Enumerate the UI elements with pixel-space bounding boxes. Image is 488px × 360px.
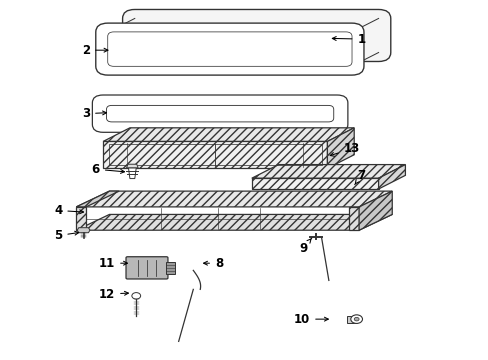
Polygon shape	[251, 165, 405, 178]
Polygon shape	[327, 128, 353, 168]
Circle shape	[353, 318, 358, 321]
Text: 9: 9	[298, 238, 311, 255]
Text: 5: 5	[54, 229, 79, 242]
Polygon shape	[103, 128, 353, 141]
FancyBboxPatch shape	[122, 9, 390, 62]
FancyBboxPatch shape	[96, 23, 363, 75]
Polygon shape	[103, 141, 327, 168]
Text: 4: 4	[54, 204, 83, 217]
Polygon shape	[126, 164, 138, 168]
FancyBboxPatch shape	[92, 95, 347, 132]
Polygon shape	[348, 207, 358, 230]
Bar	[166, 262, 175, 274]
Polygon shape	[76, 215, 391, 230]
Text: 13: 13	[329, 142, 359, 156]
FancyBboxPatch shape	[126, 257, 167, 279]
Text: 3: 3	[82, 107, 106, 120]
Polygon shape	[128, 168, 136, 179]
Text: 12: 12	[99, 288, 128, 301]
Polygon shape	[76, 207, 86, 230]
Polygon shape	[76, 191, 119, 207]
Text: 10: 10	[293, 312, 327, 326]
Polygon shape	[358, 191, 391, 230]
Polygon shape	[378, 165, 405, 189]
Circle shape	[350, 315, 362, 323]
Text: 2: 2	[82, 44, 108, 57]
Text: 11: 11	[99, 257, 127, 270]
Text: 1: 1	[332, 32, 365, 46]
Text: 8: 8	[203, 257, 223, 270]
Polygon shape	[346, 316, 355, 323]
Polygon shape	[251, 178, 378, 189]
Text: 6: 6	[91, 163, 124, 176]
Circle shape	[132, 293, 141, 299]
Text: 7: 7	[354, 169, 365, 185]
Polygon shape	[76, 191, 391, 207]
Polygon shape	[77, 228, 90, 233]
FancyBboxPatch shape	[106, 105, 333, 122]
